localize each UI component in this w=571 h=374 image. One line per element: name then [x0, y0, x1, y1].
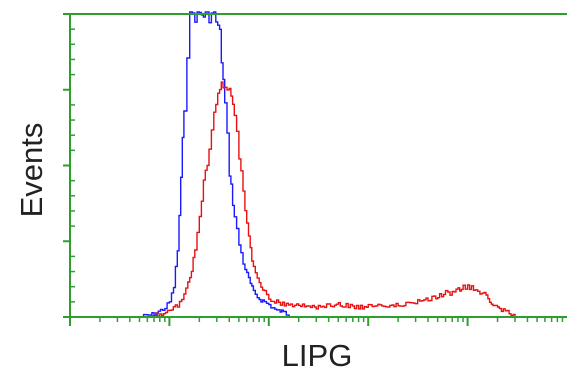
x-axis-title: LIPG — [282, 338, 353, 373]
y-axis-title: Events — [14, 123, 49, 218]
axis-layer — [63, 13, 567, 326]
series-line-2 — [147, 81, 516, 318]
plot-background — [70, 14, 567, 317]
series-line-1 — [139, 11, 293, 318]
series-layer — [139, 11, 516, 318]
